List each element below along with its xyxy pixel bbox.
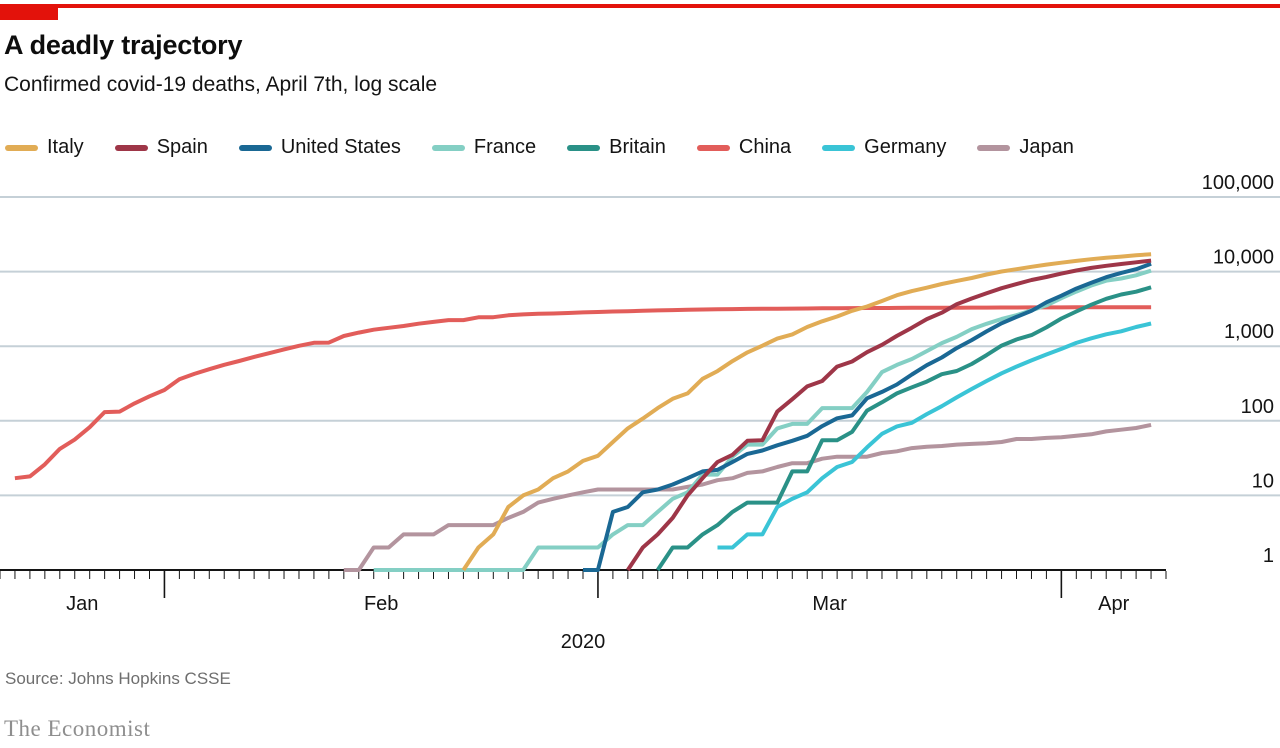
series-line-japan [343,422,1152,572]
x-axis-month-label-Mar: Mar [812,593,847,615]
legend-label: Italy [47,136,84,158]
y-axis-label-100: 100 [1241,396,1274,418]
series-line-germany [717,321,1152,550]
legend-label: China [738,136,792,158]
top-red-tab [0,4,58,20]
x-axis-year-label: 2020 [561,631,606,653]
y-axis-label-1: 1 [1263,545,1274,567]
x-axis-month-label-Jan: Jan [66,593,98,615]
legend-label: France [473,136,537,158]
legend-item-italy: Italy [5,136,84,159]
page-title: A deadly trajectory [4,30,243,60]
legend-swatch-icon [977,144,1011,151]
top-red-rule [0,4,1280,8]
source-note: Source: Johns Hopkins CSSE [5,669,231,688]
legend-item-germany: Germany [822,136,946,159]
legend-item-japan: Japan [977,136,1074,159]
chart-subtitle: Confirmed covid-19 deaths, April 7th, lo… [4,73,438,96]
series-line-china [14,305,1152,481]
y-axis-label-10: 10 [1252,470,1274,492]
y-axis-label-100,000: 100,000 [1202,172,1274,194]
legend-swatch-icon [567,144,601,151]
x-axis-month-label-Feb: Feb [364,593,398,615]
legend-item-spain: Spain [114,136,208,159]
y-axis-label-1,000: 1,000 [1224,321,1274,343]
legend-label: Spain [156,136,208,158]
legend-swatch-icon [114,144,148,151]
legend-swatch-icon [822,144,856,151]
legend-label: Japan [1019,136,1074,158]
legend-swatch-icon [696,144,730,151]
legend-label: Germany [864,136,947,158]
series-line-spain [626,258,1152,572]
y-axis-label-10,000: 10,000 [1213,247,1274,269]
legend-item-china: China [696,136,792,159]
economist-wordmark: The Economist [4,716,151,741]
chart-legend: Italy Spain United States France Britain Chin… [5,136,1074,159]
legend-item-france: France [431,136,537,159]
series-line-italy [461,252,1152,572]
legend-swatch-icon [5,144,38,151]
legend-swatch-icon [431,144,465,151]
legend-item-united-states: United States [238,136,401,159]
x-axis-month-label-Apr: Apr [1098,593,1129,615]
legend-label: United States [280,136,401,158]
legend-swatch-icon [238,144,272,151]
series-line-united-states [583,261,1152,572]
legend-item-britain: Britain [567,136,666,159]
series-line-britain [656,285,1152,572]
legend-label: Britain [609,136,666,158]
